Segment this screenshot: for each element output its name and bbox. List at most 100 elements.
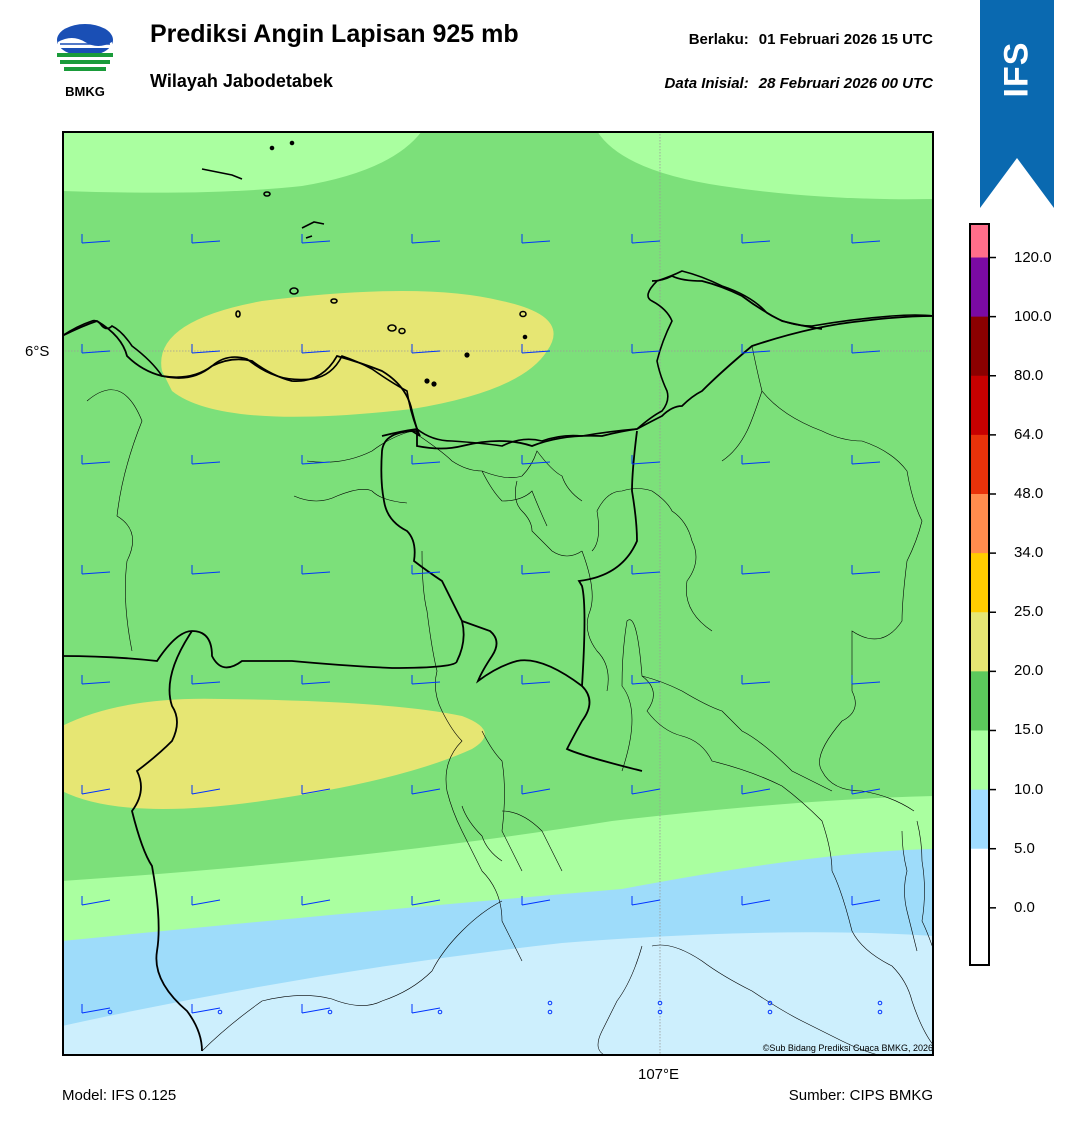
wind-barb bbox=[851, 785, 881, 795]
regency-boundaries bbox=[86, 345, 934, 1056]
colorbar-swatch bbox=[971, 612, 988, 672]
wind-barb bbox=[741, 785, 771, 795]
copyright-text: ©Sub Bidang Prediksi Cuaca BMKG, 2026 bbox=[762, 1043, 933, 1053]
wind-map bbox=[62, 131, 934, 1056]
calm-wind-marker bbox=[547, 1009, 553, 1015]
wind-barb bbox=[191, 896, 221, 906]
province-boundaries bbox=[62, 274, 934, 1052]
wind-map-canvas bbox=[62, 131, 934, 1056]
ifs-banner bbox=[980, 0, 1054, 208]
valid-label: Berlaku: bbox=[688, 31, 749, 48]
wind-barb bbox=[411, 565, 441, 575]
colorbar-swatch bbox=[971, 730, 988, 791]
colorbar-label: 64.0 bbox=[1014, 425, 1044, 443]
wind-barb bbox=[521, 675, 551, 685]
bmkg-emblem-icon bbox=[57, 24, 113, 71]
colorbar-label: 0.0 bbox=[1014, 898, 1035, 916]
calm-wind-marker bbox=[877, 1009, 883, 1015]
init-label: Data Inisial: bbox=[664, 75, 749, 92]
wind-barb bbox=[521, 785, 551, 795]
wind-barb bbox=[81, 234, 111, 244]
calm-wind-marker bbox=[657, 1009, 663, 1015]
colorbar-ticks bbox=[989, 256, 996, 909]
colorbar-label: 34.0 bbox=[1014, 544, 1044, 562]
wind-barb bbox=[741, 896, 771, 906]
init-time: 28 Februari 2026 00 UTC bbox=[758, 75, 933, 92]
colorbar-label: 5.0 bbox=[1014, 839, 1035, 857]
colorbar-label: 80.0 bbox=[1014, 366, 1044, 384]
calm-wind-marker bbox=[657, 1000, 663, 1006]
wind-barb bbox=[851, 344, 881, 354]
colorbar-swatch bbox=[971, 671, 988, 731]
colorbar-swatch bbox=[971, 225, 988, 259]
colorbar-swatch bbox=[971, 257, 988, 318]
init-time-line: Data Inisial: 28 Februari 2026 00 UTC bbox=[665, 75, 933, 92]
colorbar-label: 48.0 bbox=[1014, 484, 1044, 502]
speed-zone-20-25-west bbox=[62, 698, 485, 809]
wind-barb bbox=[411, 234, 441, 244]
wind-barb bbox=[301, 234, 331, 244]
calm-wind-marker bbox=[217, 1009, 223, 1015]
wind-barb bbox=[81, 785, 111, 795]
colorbar-label: 25.0 bbox=[1014, 603, 1044, 621]
wind-barb bbox=[81, 675, 111, 685]
wind-barb bbox=[301, 344, 331, 354]
wind-barb bbox=[411, 896, 441, 906]
calm-wind-marker bbox=[877, 1000, 883, 1006]
wind-barb bbox=[851, 565, 881, 575]
speed-zone-10-15-northwest bbox=[62, 131, 422, 193]
map-frame bbox=[62, 131, 934, 1056]
ifs-text: IFS bbox=[997, 41, 1036, 97]
colorbar-swatches bbox=[971, 225, 988, 909]
map-title: Prediksi Angin Lapisan 925 mb bbox=[150, 20, 519, 48]
wind-barb bbox=[411, 1004, 441, 1014]
wind-barb bbox=[301, 455, 331, 465]
wind-barb bbox=[301, 785, 331, 795]
wind-barb bbox=[741, 344, 771, 354]
wind-barb bbox=[631, 675, 661, 685]
wind-barb bbox=[851, 234, 881, 244]
speed-zone-0-5 bbox=[62, 932, 934, 1056]
calm-wind-marker bbox=[547, 1000, 553, 1006]
wind-barb bbox=[81, 455, 111, 465]
source-label: Sumber: CIPS BMKG bbox=[788, 1087, 933, 1104]
colorbar bbox=[969, 223, 996, 966]
wind-barb bbox=[631, 455, 661, 465]
calm-wind-marker bbox=[767, 1009, 773, 1015]
colorbar-frame bbox=[969, 223, 990, 966]
map-subtitle: Wilayah Jabodetabek bbox=[150, 71, 333, 91]
colorbar-label: 15.0 bbox=[1014, 721, 1044, 739]
wind-barb bbox=[741, 455, 771, 465]
wind-barb bbox=[81, 1004, 111, 1014]
wind-barb bbox=[301, 565, 331, 575]
model-label: Model: IFS 0.125 bbox=[62, 1087, 177, 1104]
colorbar-swatch bbox=[971, 789, 988, 850]
valid-time-line: Berlaku: 01 Februari 2026 15 UTC bbox=[689, 31, 933, 48]
wind-barb bbox=[301, 675, 331, 685]
wind-barb bbox=[191, 455, 221, 465]
ifs-banner-label: IFS bbox=[980, 34, 1054, 104]
valid-time: 01 Februari 2026 15 UTC bbox=[758, 31, 933, 48]
wind-barb bbox=[851, 896, 881, 906]
wind-barb bbox=[851, 455, 881, 465]
wind-barb bbox=[631, 896, 661, 906]
wind-barb bbox=[521, 344, 551, 354]
wind-barb bbox=[631, 785, 661, 795]
wind-barb bbox=[631, 565, 661, 575]
coastline bbox=[62, 270, 934, 447]
wind-barb bbox=[191, 785, 221, 795]
wind-barb bbox=[411, 785, 441, 795]
bmkg-logo: BMKG bbox=[52, 20, 118, 102]
wind-barb bbox=[411, 675, 441, 685]
wind-barb bbox=[851, 675, 881, 685]
wind-barb bbox=[81, 565, 111, 575]
wind-barb bbox=[741, 675, 771, 685]
colorbar-label: 10.0 bbox=[1014, 780, 1044, 798]
colorbar-swatch bbox=[971, 375, 988, 436]
wind-barb bbox=[191, 675, 221, 685]
colorbar-swatch bbox=[971, 493, 988, 554]
lat-label: 6°S bbox=[25, 343, 50, 360]
wind-barb bbox=[81, 896, 111, 906]
thousand-islands bbox=[201, 140, 528, 387]
colorbar-swatch bbox=[971, 553, 988, 613]
